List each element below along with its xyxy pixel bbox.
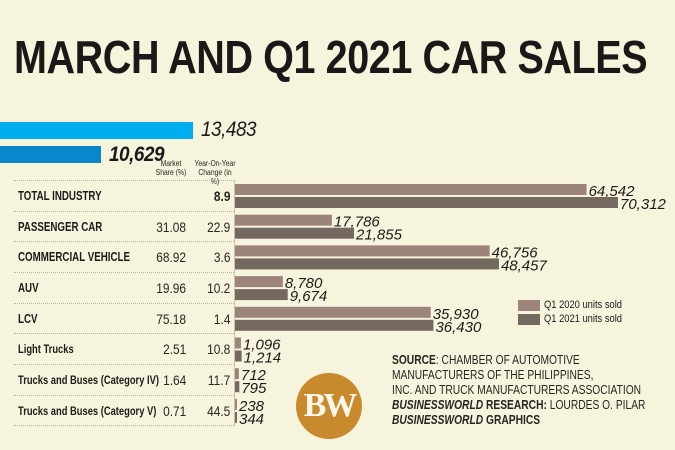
bar-value-label: 64,542 — [589, 183, 636, 200]
bar-value-label: 1,096 — [243, 337, 281, 354]
row-share: 2.51 — [162, 341, 186, 358]
bar-q1-2020 — [235, 245, 490, 257]
bar-q1-2020 — [235, 398, 237, 410]
row-label: COMMERCIAL VEHICLE — [18, 250, 130, 265]
row-share: 31.08 — [156, 218, 186, 235]
bar-value-label: 46,756 — [492, 244, 539, 261]
stats-table: TOTAL INDUSTRY 8.9 PASSENGER CAR 31.08 2… — [14, 180, 235, 426]
yoy-header-line1: Year-On-Year — [194, 159, 236, 168]
row-share: 68.92 — [156, 249, 186, 266]
row-label: AUV — [18, 281, 39, 296]
research-credit: LOURDES O. PILAR — [546, 398, 646, 412]
bar-q1-2021 — [235, 381, 240, 393]
graphics-label: GRAPHICS — [483, 413, 541, 427]
bar-value-label: 21,855 — [355, 227, 403, 244]
row-share: 1.64 — [162, 372, 186, 389]
table-row: LCV 75.18 1.4 — [14, 302, 234, 334]
table-row: PASSENGER CAR 31.08 22.9 — [14, 210, 234, 242]
table-row: TOTAL INDUSTRY 8.9 — [14, 180, 234, 211]
legend-item-q1-2020: Q1 2020 units sold — [518, 298, 636, 312]
row-label: TOTAL INDUSTRY — [18, 189, 102, 203]
bar-q1-2021 — [235, 319, 434, 331]
row-yoy: 10.2 — [206, 280, 230, 297]
bar-q1-2020 — [235, 214, 332, 226]
row-label: LCV — [18, 311, 38, 326]
march-2021-value: 13,483 — [201, 118, 257, 141]
bar-q1-2020 — [235, 306, 431, 318]
row-label: Light Trucks — [18, 342, 74, 357]
logo-text: BW — [303, 387, 358, 424]
row-yoy: 8.9 — [213, 188, 230, 204]
table-row: COMMERCIAL VEHICLE 68.92 3.6 — [14, 241, 234, 272]
share-column-header: Market Share (%) — [154, 159, 188, 177]
bar-value-label: 238 — [238, 398, 265, 415]
march-2020-bar — [0, 146, 102, 163]
march-2020-value: 10,629 — [109, 143, 165, 166]
bar-value-label: 712 — [241, 367, 267, 384]
bar-q1-2020 — [235, 368, 239, 380]
yoy-column-header: Year-On-Year Change (in %) — [194, 159, 237, 186]
row-yoy: 3.6 — [213, 249, 230, 266]
row-label: Trucks and Buses (Category V) — [18, 403, 157, 418]
legend-item-q1-2021: Q1 2021 units sold — [518, 312, 636, 326]
bar-q1-2020 — [235, 276, 283, 288]
bar-q1-2020 — [235, 337, 241, 349]
march-2021-bar — [0, 122, 193, 139]
bar-q1-2021 — [235, 258, 499, 270]
bar-q1-2021 — [235, 289, 288, 301]
legend-label: Q1 2021 units sold — [544, 313, 622, 325]
bar-q1-2021 — [235, 411, 237, 423]
table-row: Trucks and Buses (Category V) 0.71 44.5 — [14, 394, 234, 426]
bar-value-label: 1,214 — [244, 350, 282, 367]
research-brand: BUSINESSWORLD — [392, 398, 484, 412]
source-text: MANUFACTURERS OF THE PHILIPPINES, — [392, 368, 594, 382]
row-yoy: 22.9 — [206, 218, 230, 235]
bar-value-label: 795 — [241, 380, 267, 397]
row-yoy: 11.7 — [207, 372, 230, 389]
yoy-header-line2: Change (in %) — [198, 168, 232, 186]
legend: Q1 2020 units sold Q1 2021 units sold — [518, 298, 636, 326]
table-row: Trucks and Buses (Category IV) 1.64 11.7 — [14, 364, 234, 395]
source-label: SOURCE — [392, 353, 436, 367]
bar-q1-2021 — [235, 197, 618, 208]
row-share: 0.71 — [162, 402, 186, 419]
bar-q1-2021 — [235, 350, 242, 362]
bar-value-label: 70,312 — [620, 196, 667, 213]
bar-value-label: 344 — [239, 411, 264, 428]
legend-label: Q1 2020 units sold — [544, 299, 622, 311]
row-share: 19.96 — [156, 280, 186, 297]
bar-q1-2021 — [235, 227, 355, 239]
row-share: 75.18 — [156, 310, 186, 327]
graphics-brand: BUSINESSWORLD — [392, 413, 484, 427]
row-label: PASSENGER CAR — [18, 219, 103, 234]
share-header-line2: Share (%) — [155, 168, 187, 177]
source-text: : CHAMBER OF AUTOMOTIVE — [435, 353, 580, 367]
bar-value-label: 9,674 — [290, 288, 328, 305]
bar-value-label: 8,780 — [285, 275, 323, 292]
source-note: SOURCE: CHAMBER OF AUTOMOTIVE MANUFACTUR… — [392, 353, 645, 428]
bar-value-label: 48,457 — [501, 257, 548, 274]
row-yoy: 44.5 — [206, 402, 230, 419]
row-label: Trucks and Buses (Category IV) — [18, 373, 159, 388]
businessworld-logo: BW — [296, 373, 362, 439]
source-text: INC. AND TRUCK MANUFACTURERS ASSOCIATION — [392, 383, 642, 397]
row-yoy: 1.4 — [213, 310, 230, 327]
row-yoy: 10.8 — [206, 341, 230, 358]
table-row: Light Trucks 2.51 10.8 — [14, 333, 234, 364]
bar-q1-2020 — [235, 184, 587, 195]
research-label: RESEARCH: — [483, 398, 547, 412]
share-header-line1: Market — [160, 159, 182, 168]
legend-swatch-q1-2020 — [518, 299, 540, 311]
legend-swatch-q1-2021 — [518, 313, 540, 325]
table-row: AUV 19.96 10.2 — [14, 272, 234, 303]
bar-value-label: 17,786 — [334, 214, 381, 231]
bar-value-label: 36,430 — [435, 319, 482, 336]
page-title: MARCH AND Q1 2021 CAR SALES — [14, 31, 648, 83]
bar-value-label: 35,930 — [433, 306, 480, 323]
